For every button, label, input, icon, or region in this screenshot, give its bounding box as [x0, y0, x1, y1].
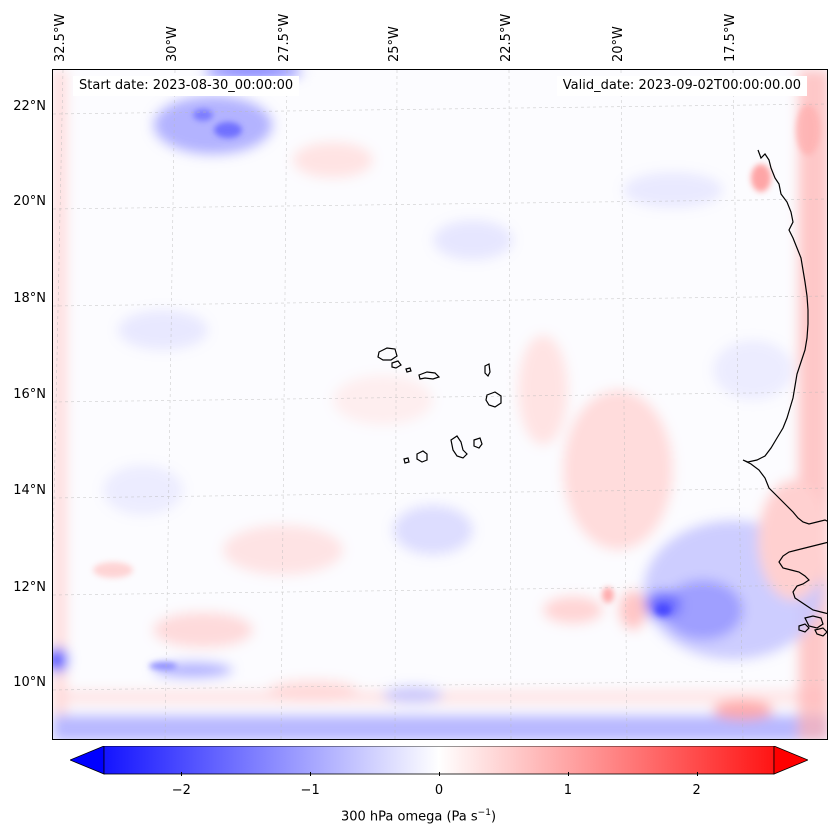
map-gridlines [53, 70, 827, 739]
colorbar-graphic [68, 745, 810, 775]
island-fogo [416, 450, 428, 463]
coastlines [377, 149, 827, 637]
omega-field [53, 70, 827, 739]
island-sao-nicolau [418, 371, 441, 380]
latitude-label: 16°N [13, 387, 46, 402]
longitude-label: 17.5°W [723, 13, 738, 62]
meridian-gridline [508, 70, 512, 739]
meridian-gridline [732, 70, 744, 739]
longitude-label: 32.5°W [53, 13, 68, 62]
start-date-label: Start date: 2023-08-30_00:00:00 [73, 76, 300, 96]
meridian-gridline [164, 70, 176, 739]
colorbar-label: 300 hPa omega (Pa s−1) [340, 808, 497, 825]
longitude-label: 25°W [387, 26, 402, 62]
island-boa-vista [485, 391, 502, 408]
colorbar-tickmark [696, 772, 698, 776]
meridian-gridline [394, 70, 398, 739]
island-santo-antao [377, 347, 398, 361]
longitude-label: 30°W [165, 26, 180, 62]
map-panel [52, 69, 828, 740]
latitude-label: 18°N [13, 291, 46, 306]
colorbar-tick-label: 1 [563, 783, 572, 798]
colorbar-tickmark [439, 772, 440, 776]
island-santa-luzia [405, 367, 412, 373]
africa-coastline [742, 149, 827, 525]
colorbar-body [103, 745, 775, 775]
island-sal [484, 363, 491, 378]
meridian-gridline [620, 70, 628, 739]
colorbar-extend-min [68, 745, 105, 775]
longitude-label: 27.5°W [277, 13, 292, 62]
island-brava [403, 457, 410, 464]
island-maio [473, 437, 483, 449]
colorbar-tick-label: 0 [434, 783, 444, 798]
africa-coastline-south [778, 541, 827, 615]
longitude-label: 20°W [611, 26, 626, 62]
colorbar-tickmark [181, 772, 183, 776]
valid-date-label: Valid_date: 2023-09-02T00:00:00.00 [556, 76, 807, 96]
colorbar-tickmark [310, 772, 312, 776]
colorbar [68, 745, 810, 776]
colorbar-tickmark [567, 772, 569, 776]
guinea-bissau-islands [798, 615, 827, 637]
latitude-label: 22°N [13, 99, 46, 114]
colorbar-tick-label: −1 [300, 783, 320, 798]
omega-small-scale [93, 105, 820, 670]
latitude-label: 14°N [13, 483, 46, 498]
island-sao-vicente [391, 360, 402, 369]
latitude-label: 20°N [13, 194, 46, 209]
colorbar-tick-label: 2 [692, 783, 701, 798]
meridian-gridline [280, 70, 288, 739]
longitude-label: 22.5°W [499, 13, 514, 62]
latitude-label: 12°N [13, 580, 46, 595]
island-santiago [450, 435, 468, 459]
omega-field-map [53, 70, 827, 739]
colorbar-tick-label: −2 [171, 783, 191, 798]
colorbar-extend-max [773, 745, 810, 775]
latitude-label: 10°N [13, 675, 46, 690]
